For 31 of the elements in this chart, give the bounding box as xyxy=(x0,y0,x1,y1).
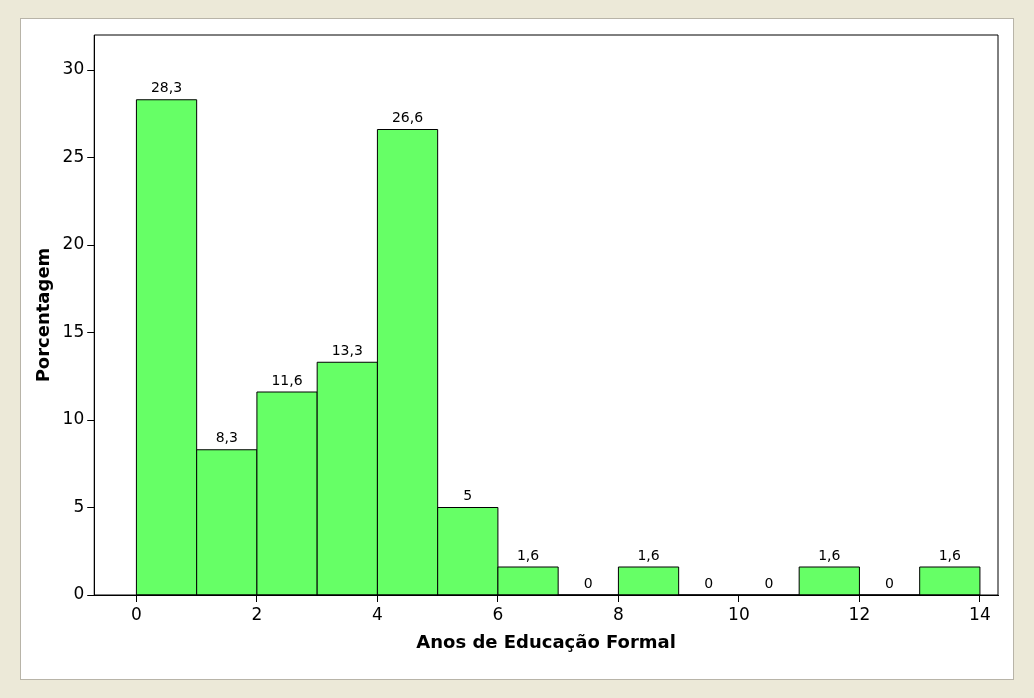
x-tick-label: 8 xyxy=(613,603,624,624)
data-label: 1,6 xyxy=(637,546,660,563)
y-tick-label: 25 xyxy=(62,145,85,166)
data-label: 11,6 xyxy=(271,371,303,388)
data-label: 5 xyxy=(463,487,473,504)
x-tick-label: 4 xyxy=(372,603,383,624)
data-label: 0 xyxy=(704,574,714,591)
y-tick-label: 0 xyxy=(73,583,85,604)
data-label: 1,6 xyxy=(938,546,962,563)
data-label: 26,6 xyxy=(391,109,424,126)
data-label: 28,3 xyxy=(150,79,183,96)
y-tick-label: 15 xyxy=(62,320,85,341)
x-tick-label: 10 xyxy=(728,603,750,624)
data-label: 13,3 xyxy=(331,341,363,358)
data-label: 0 xyxy=(764,574,774,591)
data-label: 0 xyxy=(885,574,895,591)
x-tick-label: 6 xyxy=(492,603,504,624)
data-label: 8,3 xyxy=(215,429,238,446)
x-tick-label: 14 xyxy=(969,603,991,624)
y-tick-label: 20 xyxy=(62,233,85,254)
y-axis-title: Porcentagem xyxy=(32,247,54,383)
x-tick-label: 2 xyxy=(251,603,263,624)
x-tick-label: 12 xyxy=(848,603,871,624)
y-tick-label: 5 xyxy=(73,495,85,516)
x-axis-title: Anos de Educação Formal xyxy=(416,630,676,652)
y-tick-label: 10 xyxy=(62,408,85,429)
x-tick-label: 0 xyxy=(130,603,142,624)
data-label: 1,6 xyxy=(516,546,540,563)
data-label: 1,6 xyxy=(818,546,841,563)
data-label: 0 xyxy=(583,574,593,591)
y-tick-label: 30 xyxy=(62,58,85,79)
